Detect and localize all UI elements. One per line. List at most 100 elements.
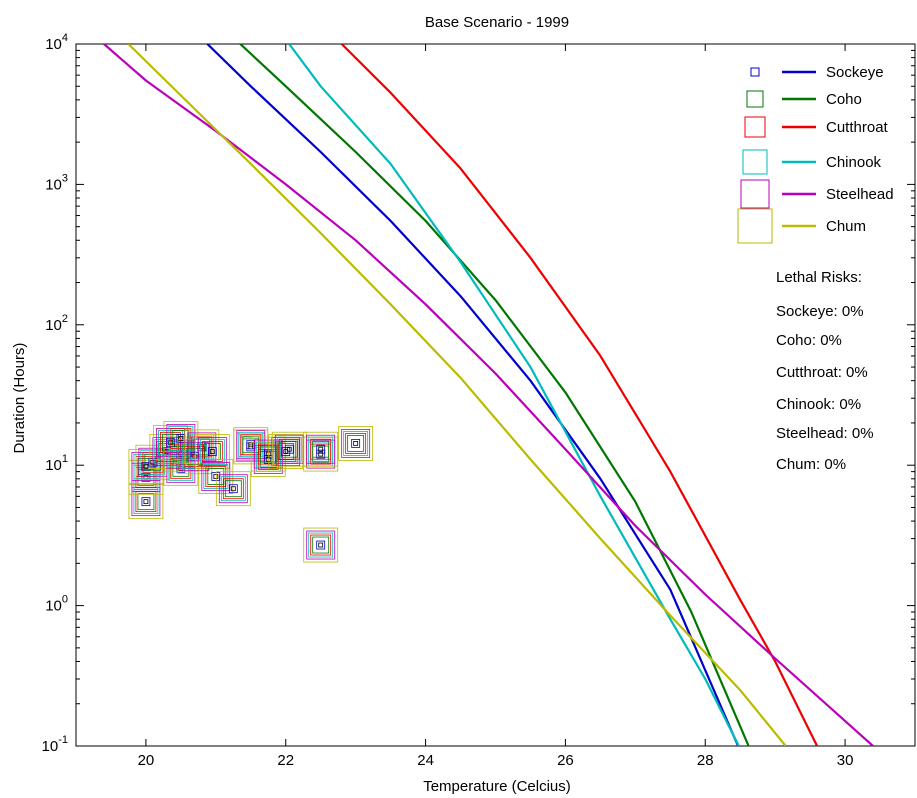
y-tick-label: 100 — [45, 594, 68, 615]
y-tick-label: 104 — [45, 32, 68, 53]
x-tick-label: 20 — [138, 752, 155, 769]
y-tick-label: 102 — [45, 313, 68, 334]
observation-cutthroat — [257, 443, 279, 465]
observation-center — [178, 436, 184, 441]
observation-cutthroat — [310, 438, 332, 460]
x-tick-label: 28 — [697, 752, 714, 769]
x-tick-label: 26 — [557, 752, 574, 769]
observation-center — [265, 456, 271, 462]
series-cutthroat-line — [340, 44, 819, 746]
risk-sockeye: Sockeye: 0% — [776, 303, 864, 320]
observation-center — [286, 446, 292, 452]
observation-coho — [137, 493, 155, 511]
observation-chum — [338, 425, 374, 461]
observation-coho — [280, 440, 298, 458]
y-tick-label: 101 — [45, 453, 68, 474]
legend-marker-chinook — [742, 149, 768, 175]
series-coho-line — [239, 44, 750, 746]
y-tick-label: 10-1 — [42, 734, 68, 755]
observation-steelhead — [236, 430, 266, 460]
legend-marker-coho — [746, 90, 764, 108]
observation-sockeye — [351, 438, 361, 448]
observation-cutthroat — [201, 441, 223, 462]
observation-sockeye — [211, 472, 221, 481]
y-tick-label: 103 — [45, 172, 68, 193]
observation-chum — [303, 527, 339, 563]
observation-sockeye — [165, 438, 175, 447]
observation-steelhead — [197, 437, 227, 466]
observation-center — [318, 542, 324, 548]
series-sockeye-line — [206, 44, 740, 746]
legend-label-chum: Chum — [826, 218, 866, 235]
observation-coho — [312, 445, 330, 463]
observation-sockeye — [197, 442, 207, 452]
chart-title: Base Scenario - 1999 — [425, 14, 569, 31]
observation-steelhead — [306, 434, 336, 464]
observation-chinook — [308, 436, 334, 462]
x-tick-label: 22 — [277, 752, 294, 769]
observation-center — [353, 440, 359, 446]
observation-sockeye — [316, 540, 326, 550]
observation-sockeye — [207, 447, 217, 456]
legend-marker-cutthroat — [744, 116, 766, 138]
observation-center — [248, 442, 254, 448]
observation-sockeye — [284, 444, 294, 454]
observation-chinook — [255, 441, 281, 467]
observation-chum — [271, 431, 307, 467]
observation-chinook — [220, 476, 246, 502]
observation-coho — [312, 536, 330, 554]
series-chinook-line — [288, 44, 740, 746]
observation-coho — [259, 445, 277, 463]
observation-cutthroat — [345, 432, 367, 454]
x-tick-label: 30 — [837, 752, 854, 769]
observation-sockeye — [316, 444, 326, 454]
y-axis-label: Duration (Hours) — [11, 343, 28, 454]
x-axis-label: Temperature (Celcius) — [423, 778, 571, 795]
legend-label-chinook: Chinook — [826, 154, 882, 171]
risk-cutthroat: Cutthroat: 0% — [776, 364, 868, 381]
observation-steelhead — [218, 474, 248, 504]
lethal-risks-heading: Lethal Risks: — [776, 269, 862, 286]
risk-steelhead: Steelhead: 0% — [776, 425, 874, 442]
risk-coho: Coho: 0% — [776, 332, 842, 349]
observation-center — [230, 486, 236, 492]
observation-cutthroat — [278, 438, 300, 460]
lethal-risks-panel: Lethal Risks: Sockeye: 0% Coho: 0% Cutth… — [776, 269, 874, 473]
observation-center — [143, 464, 149, 469]
observation-center — [167, 440, 173, 445]
observation-coho — [193, 438, 211, 456]
observation-coho — [224, 480, 242, 498]
observation-chum — [233, 427, 269, 463]
observation-steelhead — [274, 434, 304, 464]
observation-chinook — [308, 532, 334, 558]
observation-steelhead — [306, 530, 336, 560]
observation-chum — [215, 471, 251, 507]
observation-chum — [250, 436, 286, 472]
observation-coho — [312, 440, 330, 458]
series-steelhead-line — [103, 44, 874, 746]
observation-center — [143, 499, 149, 505]
observation-sockeye — [141, 497, 151, 507]
curves — [103, 44, 874, 746]
observation-cutthroat — [310, 534, 332, 556]
observation-center — [318, 451, 324, 457]
legend-marker-sockeye — [750, 67, 760, 77]
observation-center — [213, 474, 219, 479]
observation-chum — [268, 434, 304, 469]
observation-chum — [303, 431, 339, 467]
observation-steelhead — [253, 439, 283, 469]
observation-chinook — [238, 432, 264, 458]
legend-marker-steelhead — [740, 179, 770, 209]
observation-cutthroat — [275, 441, 297, 462]
risk-chum: Chum: 0% — [776, 456, 846, 473]
legend: Sockeye Coho Cutthroat Chinook Steelhead Chum — [737, 64, 894, 244]
observation-steelhead — [341, 428, 371, 458]
legend-marker-chum — [737, 208, 773, 244]
legend-label-sockeye: Sockeye — [826, 64, 884, 81]
legend-label-coho: Coho — [826, 91, 862, 108]
observation-sockeye — [316, 449, 326, 459]
legend-label-cutthroat: Cutthroat — [826, 119, 889, 136]
observation-chinook — [276, 436, 302, 462]
observation-chum — [128, 484, 164, 520]
